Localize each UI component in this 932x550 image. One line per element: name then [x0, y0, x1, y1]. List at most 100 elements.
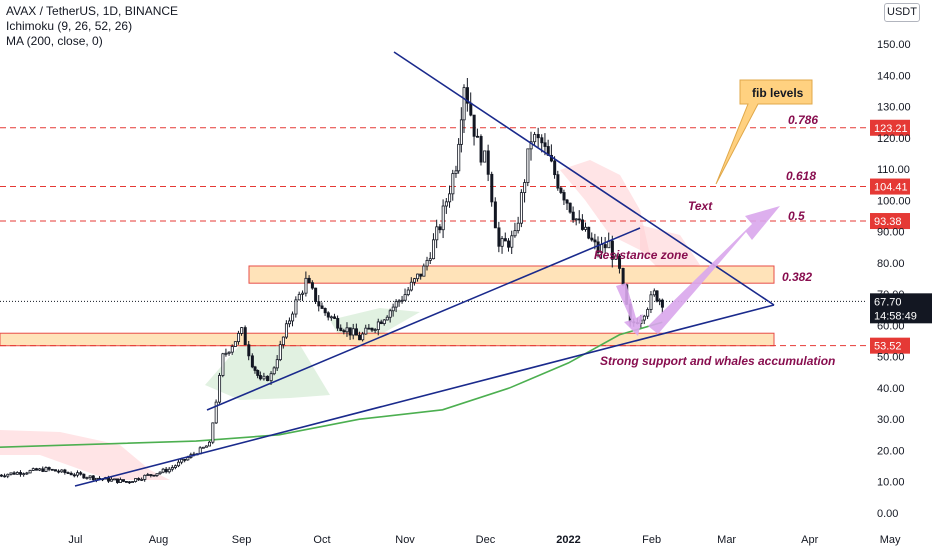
candle-body: [483, 150, 487, 163]
x-tick-label: Aug: [149, 534, 169, 546]
candle-body: [224, 352, 228, 355]
candle-body: [351, 328, 355, 336]
candle: [183, 458, 187, 463]
candle: [373, 328, 377, 334]
candle-body: [211, 422, 215, 443]
candle-body: [310, 282, 314, 289]
candle-body: [406, 289, 410, 296]
candle: [294, 296, 298, 318]
candle: [137, 477, 141, 481]
candle-body: [85, 477, 89, 480]
candle: [388, 308, 392, 323]
candle-body: [183, 458, 187, 461]
candle: [416, 273, 420, 282]
candle-body: [580, 219, 584, 230]
candle-body: [240, 327, 244, 334]
x-tick-label: Oct: [313, 534, 330, 546]
candle: [459, 107, 463, 153]
resistance-zone: [248, 265, 775, 284]
candle-body: [510, 235, 514, 248]
candle-body: [326, 312, 330, 318]
candle-body: [207, 441, 211, 447]
candle: [91, 475, 95, 482]
candle: [497, 221, 501, 253]
candle: [326, 311, 330, 321]
candle-body: [6, 473, 10, 477]
candle-body: [72, 474, 76, 477]
currency-button[interactable]: USDT: [884, 3, 920, 22]
candle: [333, 313, 337, 320]
x-tick-label: 2022: [556, 534, 580, 546]
candle-body: [284, 323, 288, 338]
candle-body: [435, 226, 439, 241]
candle: [9, 472, 13, 476]
x-tick-label: Sep: [232, 534, 252, 546]
candle-body: [590, 237, 594, 241]
candle-body: [649, 294, 653, 310]
candle: [584, 222, 588, 232]
candle: [22, 472, 26, 477]
y-tick-label: 140.00: [877, 70, 911, 82]
candle: [3, 473, 7, 478]
candle-body: [519, 192, 523, 224]
candle-body: [388, 310, 392, 318]
y-tick-label: 30.00: [877, 414, 905, 426]
candle-body: [448, 193, 452, 203]
candle: [339, 324, 343, 332]
candle-body: [146, 474, 150, 476]
candle: [529, 131, 533, 161]
candle: [428, 252, 432, 264]
cloud-region-1: [205, 345, 330, 400]
fib-0382-label: 0.382: [782, 270, 812, 284]
candle: [227, 351, 231, 356]
candle: [47, 466, 51, 472]
level-price-label-2: 93.38: [874, 216, 902, 228]
candle: [444, 197, 448, 214]
candle-body: [486, 150, 490, 175]
candle: [131, 481, 135, 483]
candle-body: [118, 479, 122, 483]
candle-body: [41, 468, 45, 472]
ichimoku-indicator-label[interactable]: Ichimoku (9, 26, 52, 26): [6, 19, 133, 33]
candle: [155, 473, 159, 478]
ma-indicator-label[interactable]: MA (200, close, 0): [6, 34, 103, 48]
y-tick-label: 150.00: [877, 39, 911, 51]
candle: [422, 263, 426, 277]
candle-body: [291, 313, 295, 322]
chart-legend: AVAX / TetherUS, 1D, BINANCE Ichimoku (9…: [6, 4, 178, 49]
candle-body: [297, 293, 301, 301]
candle: [72, 472, 76, 478]
candle-body: [57, 470, 61, 473]
candle-body: [400, 299, 404, 302]
candle-body: [50, 468, 54, 471]
candle-body: [367, 327, 371, 330]
level-price-tag-2: [870, 213, 910, 230]
candle: [288, 317, 292, 328]
candle-body: [646, 309, 650, 317]
candle: [543, 133, 547, 156]
candle-body: [301, 292, 305, 295]
down-projection-arrow: [616, 283, 643, 336]
candle: [323, 307, 327, 316]
candle-body: [269, 373, 273, 382]
candle: [526, 148, 530, 187]
level-price-tag-0: [870, 119, 910, 136]
candle: [34, 467, 38, 471]
candle-body: [143, 474, 147, 480]
candle-body: [158, 471, 162, 475]
candle-body: [233, 341, 237, 347]
candle-body: [76, 472, 80, 476]
candle-body: [513, 230, 517, 237]
y-tick-label: 0.00: [877, 508, 898, 520]
candle: [490, 171, 494, 207]
candle-body: [428, 258, 432, 261]
candle-body: [454, 170, 458, 175]
candle-body: [115, 478, 119, 483]
candle: [143, 474, 147, 482]
candle: [211, 422, 215, 445]
candle: [237, 330, 241, 345]
symbol-title[interactable]: AVAX / TetherUS, 1D, BINANCE: [6, 4, 179, 18]
candle: [233, 341, 237, 347]
